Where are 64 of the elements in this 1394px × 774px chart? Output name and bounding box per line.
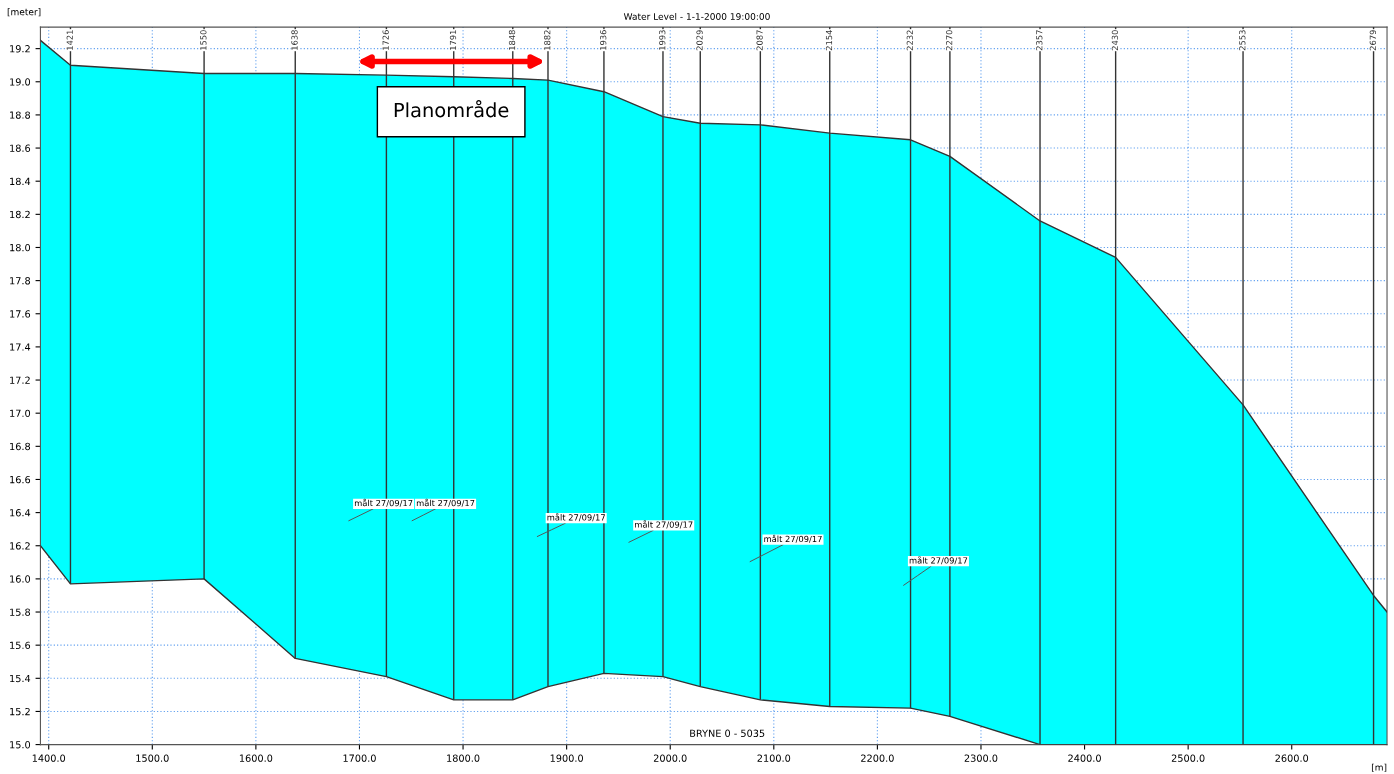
ref-line-label: 2270 bbox=[946, 30, 953, 51]
ref-line-label: 1882 bbox=[544, 30, 551, 50]
y-tick-label: 17.8 bbox=[10, 277, 31, 285]
y-tick-label: 15.4 bbox=[10, 674, 31, 683]
ref-line-label: 1936 bbox=[600, 30, 607, 50]
y-tick-label: 19.2 bbox=[10, 45, 30, 53]
ref-line-label: 2357 bbox=[1036, 30, 1043, 51]
x-tick-label: 1600.0 bbox=[239, 754, 273, 762]
y-axis-title: [meter] bbox=[7, 8, 41, 17]
x-tick-label: 2000.0 bbox=[653, 754, 687, 762]
x-tick-label: 1500.0 bbox=[136, 754, 169, 762]
annotation: Planområde bbox=[394, 100, 509, 118]
x-tick-label: 2200.0 bbox=[861, 754, 894, 762]
ref-line-label: 2430 bbox=[1111, 30, 1119, 51]
x-tick-label: 2300.0 bbox=[964, 754, 998, 762]
x-tick-label: 2100.0 bbox=[757, 754, 791, 762]
y-tick-label: 17.2 bbox=[10, 376, 30, 384]
ref-line-label: 2232 bbox=[906, 30, 913, 51]
ref-line-label: 2679 bbox=[1369, 30, 1376, 51]
y-tick-label: 18.8 bbox=[10, 111, 31, 119]
y-tick-label: 18.6 bbox=[10, 144, 31, 152]
x-tick-label: 2500.0 bbox=[1171, 754, 1205, 762]
annotation: målt 27/09/17 bbox=[909, 556, 968, 565]
annotation: målt 27/09/17 bbox=[635, 520, 693, 529]
ref-line-label: 1993 bbox=[659, 30, 666, 50]
y-tick-label: 16.0 bbox=[10, 575, 31, 583]
annotation: målt 27/09/17 bbox=[764, 534, 822, 543]
y-tick-label: 17.6 bbox=[10, 310, 31, 318]
ref-line-label: 2553 bbox=[1239, 30, 1246, 51]
annotation: BRYNE 0 - 5035 bbox=[690, 729, 765, 737]
x-tick-label: 2600.0 bbox=[1275, 754, 1309, 762]
y-tick-label: 15.2 bbox=[10, 707, 30, 716]
y-tick-label: 15.8 bbox=[10, 608, 31, 616]
ref-line-label: 2087 bbox=[756, 30, 763, 51]
x-tick-label: 1700.0 bbox=[343, 754, 376, 762]
y-tick-label: 19.0 bbox=[10, 78, 31, 86]
y-tick-label: 15.6 bbox=[10, 641, 31, 649]
x-tick-label: 2400.0 bbox=[1068, 754, 1101, 762]
y-tick-label: 16.2 bbox=[10, 542, 30, 550]
ref-line-label: 1791 bbox=[449, 30, 457, 50]
annotation: målt 27/09/17 bbox=[416, 498, 475, 507]
ref-line-label: 1638 bbox=[291, 30, 298, 50]
y-tick-label: 17.0 bbox=[10, 409, 31, 418]
x-tick-label: 1800.0 bbox=[447, 754, 480, 762]
x-axis-title: [m] bbox=[1371, 763, 1387, 772]
y-tick-label: 16.6 bbox=[10, 475, 31, 484]
annotation: målt 27/09/17 bbox=[354, 498, 413, 507]
y-tick-label: 15.0 bbox=[10, 741, 31, 749]
y-tick-label: 16.8 bbox=[10, 442, 31, 451]
annotation: målt 27/09/17 bbox=[547, 513, 605, 522]
chart-title: Water Level - 1-1-2000 19:00:00 bbox=[623, 12, 770, 20]
y-tick-label: 17.4 bbox=[10, 343, 31, 351]
y-tick-label: 18.2 bbox=[10, 210, 30, 219]
x-tick-label: 1400.0 bbox=[32, 754, 66, 762]
x-tick-label: 1900.0 bbox=[550, 754, 583, 762]
ref-line-label: 2154 bbox=[825, 30, 833, 51]
ref-line-label: 1421 bbox=[66, 30, 73, 50]
y-tick-label: 16.4 bbox=[10, 509, 31, 517]
y-tick-label: 18.4 bbox=[10, 177, 31, 186]
ref-line-label: 1726 bbox=[382, 30, 389, 50]
ref-line-label: 1550 bbox=[200, 30, 207, 50]
ref-line-label: 2029 bbox=[696, 30, 703, 51]
ref-line-label: 1848 bbox=[508, 30, 516, 50]
y-tick-label: 18.0 bbox=[10, 243, 31, 252]
